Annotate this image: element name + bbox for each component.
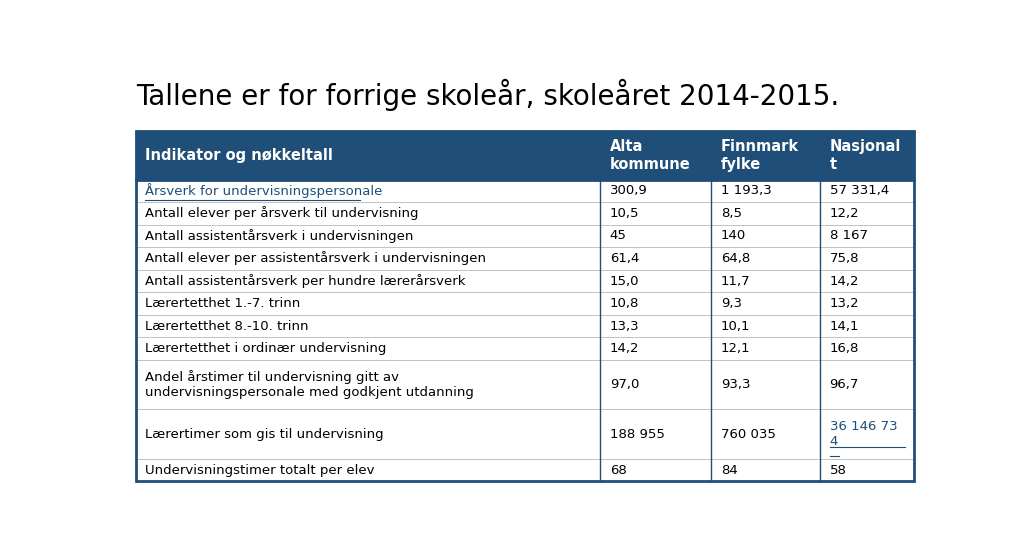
Bar (136, 292, 913, 315)
Bar (136, 131, 913, 180)
Bar (136, 338, 913, 360)
Text: Finnmark
fylke: Finnmark fylke (721, 139, 799, 172)
Text: Andel årstimer til undervisning gitt av
undervisningspersonale med godkjent utda: Andel årstimer til undervisning gitt av … (145, 370, 474, 399)
Text: 300,9: 300,9 (609, 185, 647, 197)
Text: 93,3: 93,3 (721, 378, 751, 391)
Text: 61,4: 61,4 (609, 252, 639, 265)
Bar (136, 409, 913, 459)
Text: 14,1: 14,1 (829, 319, 859, 333)
Text: 10,5: 10,5 (609, 207, 639, 220)
Bar (136, 180, 913, 202)
Text: Årsverk for undervisningspersonale: Årsverk for undervisningspersonale (145, 184, 383, 198)
Text: 68: 68 (609, 464, 627, 477)
Text: Antall elever per assistentårsverk i undervisningen: Antall elever per assistentårsverk i und… (145, 252, 486, 265)
Text: 188 955: 188 955 (609, 427, 665, 441)
Text: Nasjonal
t: Nasjonal t (829, 139, 901, 172)
Text: 36 146 73
4: 36 146 73 4 (829, 420, 897, 448)
Text: 15,0: 15,0 (609, 275, 639, 288)
Text: 16,8: 16,8 (829, 342, 859, 355)
Text: Antall assistentårsverk per hundre lærerårsverk: Antall assistentårsverk per hundre lærer… (145, 274, 466, 288)
Text: 96,7: 96,7 (829, 378, 859, 391)
Text: 1 193,3: 1 193,3 (721, 185, 771, 197)
Bar (136, 360, 913, 409)
Text: 14,2: 14,2 (609, 342, 639, 355)
Text: Tallene er for forrige skoleår, skoleåret 2014-2015.: Tallene er for forrige skoleår, skoleåre… (136, 78, 840, 111)
Bar (136, 225, 913, 247)
Bar (136, 202, 913, 225)
Text: 13,3: 13,3 (609, 319, 639, 333)
Text: 45: 45 (609, 230, 627, 242)
Bar (136, 247, 913, 270)
Text: 11,7: 11,7 (721, 275, 751, 288)
Text: Lærertetthet 8.-10. trinn: Lærertetthet 8.-10. trinn (145, 319, 309, 333)
Text: 12,1: 12,1 (721, 342, 751, 355)
Text: Antall elever per årsverk til undervisning: Antall elever per årsverk til undervisni… (145, 207, 419, 220)
Text: 12,2: 12,2 (829, 207, 859, 220)
Text: Antall assistentårsverk i undervisningen: Antall assistentårsverk i undervisningen (145, 229, 414, 243)
Text: 14,2: 14,2 (829, 275, 859, 288)
Text: 760 035: 760 035 (721, 427, 776, 441)
Text: 9,3: 9,3 (721, 297, 741, 310)
Text: Undervisningstimer totalt per elev: Undervisningstimer totalt per elev (145, 464, 375, 477)
Bar (136, 131, 913, 481)
Text: Alta
kommune: Alta kommune (609, 139, 690, 172)
Text: Lærertetthet i ordinær undervisning: Lærertetthet i ordinær undervisning (145, 342, 387, 355)
Text: Indikator og nøkkeltall: Indikator og nøkkeltall (145, 148, 334, 163)
Text: 140: 140 (721, 230, 746, 242)
Text: 10,8: 10,8 (609, 297, 639, 310)
Text: 8 167: 8 167 (829, 230, 867, 242)
Bar (136, 315, 913, 338)
Text: 10,1: 10,1 (721, 319, 751, 333)
Text: Lærertimer som gis til undervisning: Lærertimer som gis til undervisning (145, 427, 384, 441)
Text: 58: 58 (829, 464, 847, 477)
Bar (136, 459, 913, 481)
Text: 97,0: 97,0 (609, 378, 639, 391)
Text: 57 331,4: 57 331,4 (829, 185, 889, 197)
Text: 8,5: 8,5 (721, 207, 741, 220)
Text: Lærertetthet 1.-7. trinn: Lærertetthet 1.-7. trinn (145, 297, 301, 310)
Text: 64,8: 64,8 (721, 252, 750, 265)
Text: 13,2: 13,2 (829, 297, 859, 310)
Text: 84: 84 (721, 464, 737, 477)
Bar (136, 270, 913, 292)
Text: 75,8: 75,8 (829, 252, 859, 265)
